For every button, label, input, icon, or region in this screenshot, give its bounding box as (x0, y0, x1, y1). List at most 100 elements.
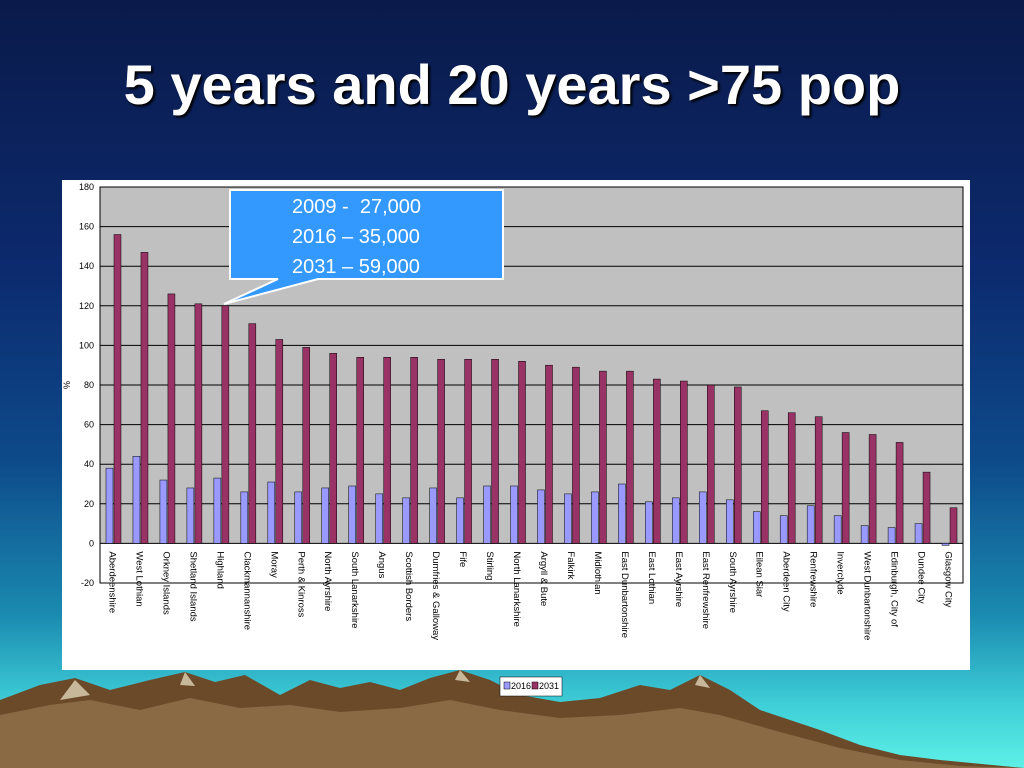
bar-2016 (537, 489, 545, 544)
bar-2031 (356, 357, 364, 544)
callout-text: 2009 - 27,000 2016 – 35,000 2031 – 59,00… (292, 192, 492, 282)
category-label: East Ayrshire (673, 551, 684, 607)
bar-2016 (645, 501, 653, 544)
y-tick-label: -20 (81, 578, 94, 588)
category-label: Edinburgh, City of (889, 551, 900, 627)
bar-2016 (779, 515, 788, 544)
bar-2031 (626, 370, 634, 544)
callout-line-2009: 2009 - 27,000 (292, 196, 421, 218)
category-label: Clackmannanshire (241, 551, 252, 630)
category-label: Dundee City (916, 551, 927, 604)
bar-2031 (491, 359, 499, 544)
category-label: South Ayrshire (727, 551, 738, 613)
category-label: Falkirk (565, 551, 576, 579)
bar-2031 (895, 442, 904, 544)
y-tick-label: 60 (84, 420, 94, 430)
y-tick-label: 180 (79, 182, 94, 192)
y-axis-label: % (62, 381, 72, 389)
bar-2016 (752, 511, 761, 544)
category-label: East Renfrewshire (700, 551, 711, 629)
callout-line-2016: 2016 – 35,000 (292, 226, 420, 248)
bar-2031 (329, 353, 337, 544)
bar-2031 (518, 360, 526, 544)
bar-2016 (887, 527, 896, 544)
bar-2016 (267, 481, 276, 544)
category-label: Renfrewshire (808, 551, 819, 607)
category-label: Scottish Borders (403, 551, 414, 621)
bar-2016 (860, 525, 869, 544)
category-label: Shetland Islands (187, 551, 198, 621)
bar-2031 (113, 234, 122, 544)
bar-2031 (922, 471, 931, 544)
bar-2031 (545, 364, 553, 544)
category-label: Fife (457, 551, 468, 567)
bar-2031 (734, 386, 742, 544)
category-label: Angus (376, 551, 387, 578)
bar-2031 (167, 293, 176, 544)
y-tick-label: 80 (84, 380, 94, 390)
bar-2031 (221, 305, 230, 544)
category-label: Perth & Kinross (295, 551, 306, 617)
bar-2031 (653, 378, 661, 544)
bar-2031 (707, 384, 715, 544)
category-label: Highland (214, 551, 225, 589)
bar-2016 (132, 456, 141, 544)
category-label: North Ayrshire (322, 551, 333, 611)
bar-2016 (429, 487, 437, 544)
legend (499, 676, 563, 697)
y-tick-label: 20 (84, 499, 94, 509)
legend-swatch-2016 (503, 681, 511, 690)
legend-label-2016: 2016 (511, 681, 531, 691)
y-tick-label: 40 (84, 459, 94, 469)
bar-2031 (302, 347, 311, 544)
bar-2016 (510, 485, 518, 544)
bar-2031 (760, 410, 769, 544)
bar-2016 (591, 491, 599, 544)
category-label: Dumfries & Galloway (430, 551, 441, 640)
bar-2016 (294, 491, 303, 544)
y-tick-label: 140 (79, 261, 94, 271)
bar-2031 (410, 357, 418, 544)
bar-2031 (464, 359, 472, 544)
bar-2016 (699, 491, 707, 544)
bar-2016 (726, 499, 734, 544)
bar-2031 (437, 359, 445, 544)
bar-2031 (868, 434, 877, 544)
category-label: West Lothian (133, 551, 144, 606)
category-label: North Lanarkshire (511, 551, 522, 627)
legend-swatch-2031 (531, 681, 539, 690)
bar-2031 (383, 357, 391, 544)
bar-2031 (949, 507, 958, 544)
bar-2016 (941, 543, 950, 546)
bar-2016 (348, 485, 356, 544)
category-label: East Lothian (646, 551, 657, 604)
bar-2016 (213, 477, 222, 544)
category-label: Inverclyde (835, 551, 846, 594)
bar-2016 (402, 497, 410, 544)
bar-2016 (240, 491, 249, 544)
callout-bubble (223, 189, 504, 305)
category-label: Stirling (484, 551, 495, 580)
plot-border (99, 186, 964, 584)
category-label: Argyll & Bute (538, 551, 549, 606)
category-label: Glasgow City (943, 551, 954, 607)
category-label: West Dunbartonshire (862, 551, 873, 640)
plot-area-negative (100, 543, 963, 583)
bar-2031 (787, 412, 796, 544)
bar-2031 (841, 432, 850, 544)
category-label: South Lanarkshire (349, 551, 360, 628)
bar-2016 (159, 479, 168, 544)
bar-2031 (680, 380, 688, 544)
bar-2031 (194, 303, 203, 544)
bar-2016 (618, 483, 626, 544)
bar-2016 (456, 497, 464, 544)
mountain-landscape-image (0, 670, 1024, 768)
bar-2016 (186, 487, 195, 544)
y-tick-label: 120 (79, 301, 94, 311)
bar-2016 (321, 487, 329, 544)
bar-2016 (672, 497, 680, 544)
bar-2031 (572, 366, 580, 544)
bar-2016 (914, 523, 923, 544)
bar-2016 (375, 493, 383, 544)
